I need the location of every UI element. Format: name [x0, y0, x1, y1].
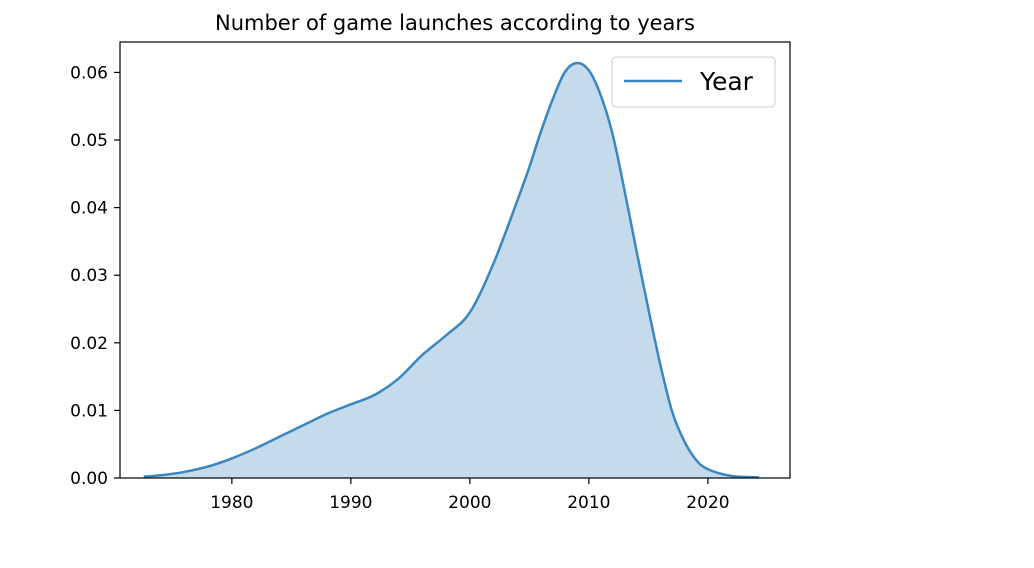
- y-tick-label: 0.01: [70, 401, 108, 421]
- x-tick-label: 2010: [567, 493, 610, 513]
- plot-area: [143, 61, 760, 479]
- x-tick-label: 2020: [686, 493, 729, 513]
- legend: Year: [611, 56, 776, 108]
- legend-box: [611, 56, 776, 108]
- axes: 1980 1990 2000 2010 2020 0.00 0.01 0.02 0.03 0.04…: [70, 41, 791, 513]
- legend-label: Year: [699, 67, 754, 96]
- x-tick-label: 1990: [329, 493, 372, 513]
- axes-frame: [119, 41, 791, 479]
- y-tick-label: 0.06: [70, 63, 108, 83]
- y-tick-label: 0.03: [70, 266, 108, 286]
- x-tick-label: 2000: [448, 493, 491, 513]
- series-area-fill: [143, 62, 760, 479]
- y-tick-label: 0.05: [70, 131, 108, 151]
- y-tick-label: 0.04: [70, 199, 108, 219]
- series-line: [143, 61, 760, 479]
- x-tick-label: 1980: [210, 493, 253, 513]
- chart-title: Number of game launches according to yea…: [215, 11, 695, 35]
- y-tick-label: 0.00: [70, 469, 108, 489]
- y-tick-label: 0.02: [70, 334, 108, 354]
